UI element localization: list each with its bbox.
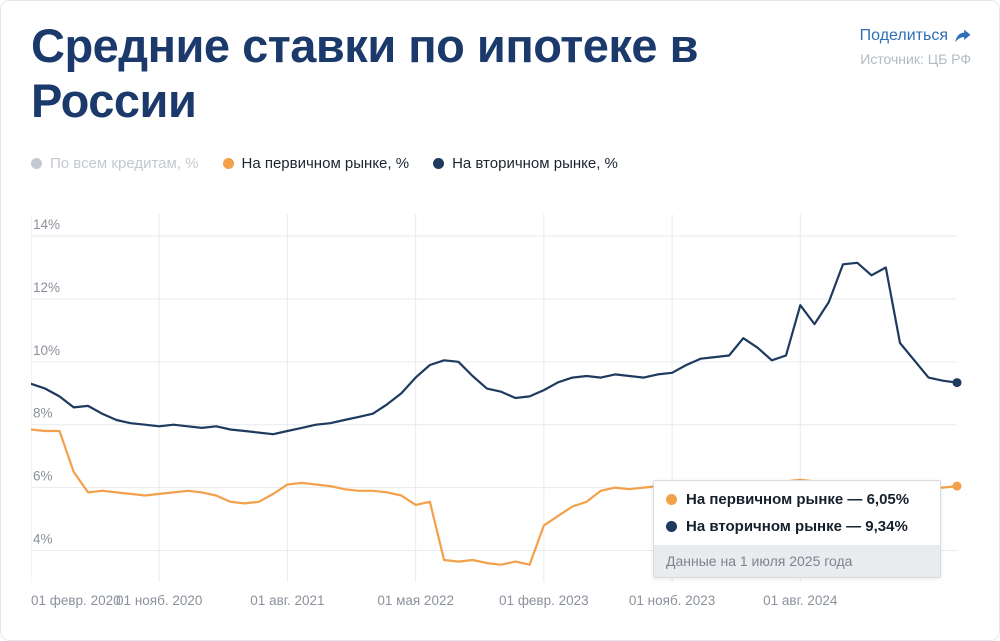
x-axis-label: 01 февр. 2020 xyxy=(31,593,121,608)
legend-item-all-credits[interactable]: По всем кредитам, % xyxy=(31,155,199,172)
tooltip-dot-navy xyxy=(666,520,677,532)
x-axis-label: 01 авг. 2024 xyxy=(763,593,838,608)
tooltip-value-primary: На первичном рынке — 6,05% xyxy=(686,490,910,508)
header: Средние ставки по ипотеке в России Подел… xyxy=(31,19,971,129)
series-endpoint-secondary[interactable] xyxy=(952,378,962,388)
chart-legend: По всем кредитам, % На первичном рынке, … xyxy=(31,155,971,172)
share-label: Поделиться xyxy=(859,27,948,44)
legend-dot-navy xyxy=(433,157,445,169)
legend-item-primary-market[interactable]: На первичном рынке, % xyxy=(222,154,410,172)
series-endpoint-primary[interactable] xyxy=(952,481,962,491)
x-axis-label: 01 авг. 2021 xyxy=(250,593,324,608)
legend-label: По всем кредитам, % xyxy=(50,154,199,172)
tooltip-dot-orange xyxy=(666,493,677,505)
share-arrow-icon xyxy=(954,29,971,44)
tooltip-date: Данные на 1 июля 2025 года xyxy=(654,544,940,577)
legend-label: На первичном рынке, % xyxy=(241,154,410,172)
x-axis-label: 01 нояб. 2020 xyxy=(116,593,202,608)
x-axis-label: 01 мая 2022 xyxy=(377,593,454,608)
legend-dot-orange xyxy=(222,157,234,169)
x-axis-label: 01 нояб. 2023 xyxy=(629,593,715,608)
tooltip-row-secondary: На вторичном рынке — 9,34% xyxy=(654,513,940,540)
y-axis-label: 10% xyxy=(33,343,60,358)
legend-item-secondary-market[interactable]: На вторичном рынке, % xyxy=(433,155,618,172)
y-axis-label: 14% xyxy=(33,217,60,232)
y-axis-label: 12% xyxy=(33,280,60,295)
page-title: Средние ставки по ипотеке в России xyxy=(31,19,699,127)
chart-tooltip: На первичном рынке — 6,05% На вторичном … xyxy=(653,479,941,578)
y-axis-label: 4% xyxy=(33,532,53,547)
share-button[interactable]: Поделиться xyxy=(860,27,971,45)
chart-area: 01 февр. 2020 01 нояб. 2020 01 авг. 2021 01… xyxy=(31,206,971,610)
series-line-secondary xyxy=(31,261,959,436)
legend-dot-gray xyxy=(31,157,42,169)
x-axis-label: 01 февр. 2023 xyxy=(499,593,589,608)
tooltip-row-primary: На первичном рынке — 6,05% xyxy=(654,481,940,513)
tooltip-value-secondary: На вторичном рынке — 9,34% xyxy=(686,517,908,535)
header-right: Поделиться Источник: ЦБ РФ xyxy=(860,27,971,67)
source-label: Источник: ЦБ РФ xyxy=(860,51,971,67)
y-axis-label: 8% xyxy=(33,406,53,421)
y-axis-label: 6% xyxy=(33,469,53,484)
legend-label: На вторичном рынке, % xyxy=(452,154,618,172)
